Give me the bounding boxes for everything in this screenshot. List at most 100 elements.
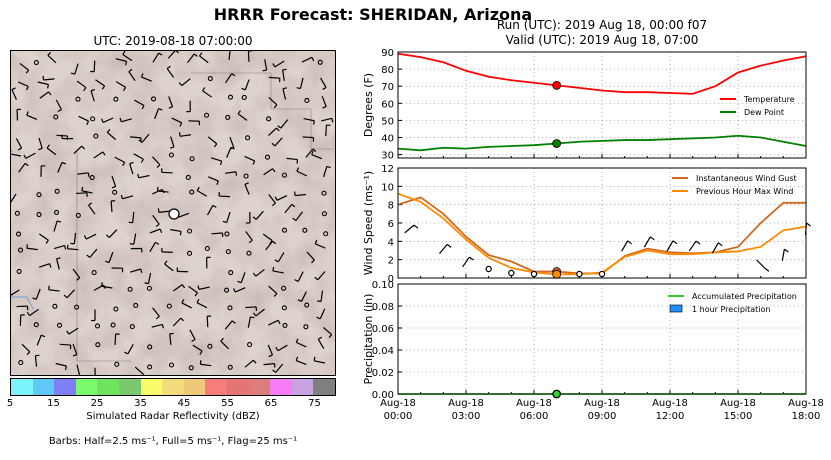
y-tick-label: 10: [381, 182, 394, 193]
valid-time-label: Valid (UTC): 2019 Aug 18, 07:00: [505, 33, 699, 47]
y-tick-label: 0.06: [372, 324, 394, 335]
wind-barb: [19, 62, 30, 74]
wind-barb: [88, 202, 96, 215]
calm-wind-marker: [246, 250, 252, 256]
wind-barb: [237, 272, 246, 284]
wind-barb: [105, 229, 118, 238]
calm-wind-marker: [281, 285, 287, 291]
legend-entry: Accumulated Precipitation: [692, 292, 797, 301]
wind-barb: [164, 260, 174, 272]
wind-barb: [37, 81, 50, 89]
wind-barb: [263, 363, 276, 368]
legend-entry: 1 hour Precipitation: [692, 305, 771, 314]
calm-wind-marker: [110, 322, 116, 328]
colorbar-tick-label: 25: [90, 398, 104, 409]
figure-title: HRRR Forecast: SHERIDAN, Arizona: [213, 5, 533, 24]
wind-barb: [170, 136, 175, 149]
colorbar-swatch: [313, 379, 335, 395]
calm-wind-marker: [317, 59, 323, 65]
calm-wind-marker: [225, 114, 231, 120]
wind-barb: [186, 100, 191, 113]
wind-barb: [21, 343, 31, 356]
wind-barb: [16, 305, 29, 311]
wind-barb: [172, 317, 185, 327]
reflectivity-map: [6, 48, 336, 380]
wind-barb: [252, 210, 264, 220]
current-value-marker: [552, 390, 561, 398]
wind-barb: [161, 247, 173, 253]
wind-barb: [72, 343, 78, 357]
wind-barb: [226, 146, 235, 158]
river: [11, 296, 34, 310]
wind-barb: [56, 257, 61, 270]
wind-barb: [225, 73, 236, 84]
legend: Instantaneous Wind Gust Previous Hour Max…: [672, 174, 797, 196]
wind-barb: [314, 271, 326, 281]
wind-barb: [16, 108, 22, 121]
wind-barb: [9, 149, 22, 157]
wind-barb: [294, 191, 307, 197]
wind-barb: [666, 240, 678, 252]
calm-wind-marker: [598, 270, 606, 278]
calm-wind-marker: [185, 174, 191, 181]
wind-barb: [252, 268, 265, 277]
wind-barb: [306, 251, 315, 264]
wind-barb: [439, 243, 452, 254]
calm-wind-marker: [56, 322, 63, 328]
wind-barb: [305, 148, 317, 158]
legend-entry: Previous Hour Max Wind: [696, 187, 793, 196]
wind-barb: [218, 192, 231, 198]
calm-wind-marker: [168, 152, 174, 158]
calm-wind-marker: [282, 322, 288, 328]
colorbar-swatch: [162, 379, 184, 395]
wind-barb: [462, 256, 474, 268]
calm-wind-marker: [227, 364, 233, 370]
wind-barb: [286, 157, 299, 164]
wind-barb: [247, 50, 253, 62]
wind-barb: [34, 354, 40, 367]
colorbar-tick-label: 35: [134, 398, 147, 409]
calm-wind-marker: [150, 96, 157, 102]
calm-wind-marker: [94, 323, 101, 329]
wind-barb: [114, 333, 120, 345]
calm-wind-marker: [266, 116, 272, 122]
wind-barb: [111, 175, 117, 189]
wind-barb: [311, 150, 323, 160]
wind-barb: [36, 334, 46, 346]
y-tick-label: 8: [388, 201, 394, 212]
wind-barb: [199, 52, 209, 64]
calm-wind-marker: [247, 342, 253, 348]
wind-barb: [47, 52, 57, 64]
current-value-marker: [552, 269, 562, 279]
wind-barb: [111, 267, 124, 273]
calm-wind-marker: [203, 112, 210, 118]
x-tick-label: 18:00: [792, 411, 821, 422]
wind-barb: [178, 132, 192, 137]
y-axis-label: Wind Speed (ms⁻¹): [362, 171, 375, 275]
calm-wind-marker: [188, 365, 194, 371]
wind-barb: [271, 137, 283, 147]
calm-wind-marker: [245, 135, 251, 141]
wind-barb: [130, 247, 143, 253]
wind-barb: [199, 360, 212, 367]
wind-barb: [621, 240, 633, 252]
calm-wind-marker: [113, 306, 119, 312]
colorbar-swatch: [97, 379, 119, 395]
wind-barb: [110, 200, 116, 213]
wind-barb: [138, 133, 150, 143]
wind-barb: [222, 211, 231, 224]
wind-barb: [130, 268, 143, 274]
calm-wind-marker: [530, 270, 538, 278]
wind-barb: [93, 151, 106, 159]
wind-barb: [83, 233, 97, 240]
wind-barb: [152, 214, 160, 228]
wind-barb: [272, 266, 284, 274]
x-tick-label: 00:00: [384, 411, 413, 422]
calm-wind-marker: [15, 231, 22, 237]
wind-barb: [206, 315, 212, 328]
wind-barb: [90, 88, 96, 102]
wind-barb: [297, 291, 307, 302]
colorbar-swatch: [11, 379, 33, 395]
wind-barb: [188, 285, 198, 297]
calm-wind-marker: [224, 287, 230, 293]
